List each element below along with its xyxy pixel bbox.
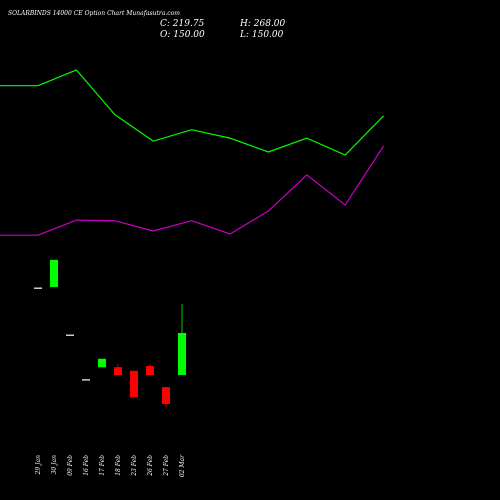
candle-body <box>130 370 138 398</box>
candle-body <box>34 287 42 289</box>
candle-body <box>114 367 122 376</box>
x-tick-label: 02 Mar <box>179 454 186 477</box>
x-tick-label: 29 Jan <box>35 455 42 476</box>
x-tick-label: 17 Feb <box>99 455 106 476</box>
x-tick-label: 09 Feb <box>67 455 74 476</box>
candle-body <box>82 379 90 381</box>
candle-body <box>162 387 170 404</box>
line-series <box>37 145 385 236</box>
x-tick-label: 23 Feb <box>131 455 138 477</box>
line-series <box>37 69 385 156</box>
candle-body <box>146 366 154 376</box>
x-tick-label: 27 Feb <box>163 455 170 477</box>
chart-title: SOLARBINDS 14000 CE Option Chart Munafas… <box>8 10 180 17</box>
high-label: H: 268.00 <box>239 19 286 29</box>
x-tick-label: 16 Feb <box>83 455 90 476</box>
x-tick-label: 30 Jan <box>51 455 58 475</box>
candle-body <box>98 358 106 368</box>
candle-body <box>178 332 186 376</box>
x-tick-label: 18 Feb <box>115 455 122 476</box>
open-label: O: 150.00 <box>160 30 205 40</box>
candle-body <box>50 259 58 288</box>
x-tick-label: 26 Feb <box>147 455 154 477</box>
candle-body <box>66 334 74 337</box>
low-label: L: 150.00 <box>239 30 284 40</box>
close-label: C: 219.75 <box>160 19 205 29</box>
